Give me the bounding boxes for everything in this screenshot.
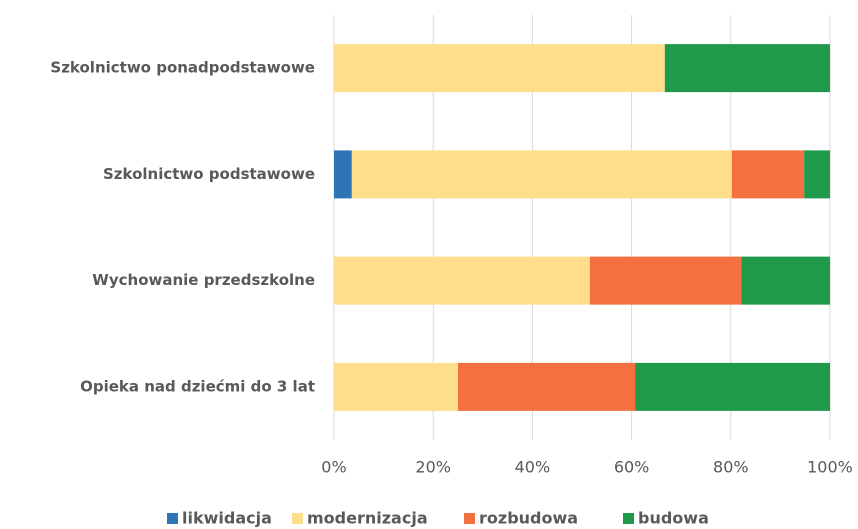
bar-segment bbox=[589, 256, 742, 305]
legend-swatch bbox=[623, 513, 634, 524]
bar-segment bbox=[804, 150, 830, 199]
x-tick-label: 60% bbox=[614, 458, 650, 477]
category-label: Wychowanie przedszkolne bbox=[92, 271, 315, 289]
legend-swatch bbox=[464, 513, 475, 524]
bar-segment bbox=[334, 150, 352, 199]
bar-segment bbox=[334, 256, 590, 305]
category-label: Opieka nad dziećmi do 3 lat bbox=[80, 377, 315, 395]
category-label: Szkolnictwo podstawowe bbox=[103, 165, 315, 183]
x-tick-label: 80% bbox=[713, 458, 749, 477]
bar-segment bbox=[741, 256, 830, 305]
legend-label: modernizacja bbox=[307, 509, 428, 528]
x-tick-label: 100% bbox=[807, 458, 853, 477]
bar-segment bbox=[334, 44, 665, 93]
legend-swatch bbox=[292, 513, 303, 524]
bar-segment bbox=[458, 362, 636, 411]
x-tick-label: 40% bbox=[515, 458, 551, 477]
bar-segment bbox=[664, 44, 830, 93]
legend-label: rozbudowa bbox=[479, 509, 578, 528]
bar-segment bbox=[334, 362, 458, 411]
legend-label: budowa bbox=[638, 509, 709, 528]
bar-segment bbox=[351, 150, 732, 199]
x-tick-label: 20% bbox=[415, 458, 451, 477]
legend-swatch bbox=[167, 513, 178, 524]
bar-segment bbox=[635, 362, 830, 411]
x-tick-label: 0% bbox=[321, 458, 346, 477]
category-label: Szkolnictwo ponadpodstawowe bbox=[50, 59, 315, 77]
legend-label: likwidacja bbox=[182, 509, 272, 528]
bar-segment bbox=[731, 150, 805, 199]
